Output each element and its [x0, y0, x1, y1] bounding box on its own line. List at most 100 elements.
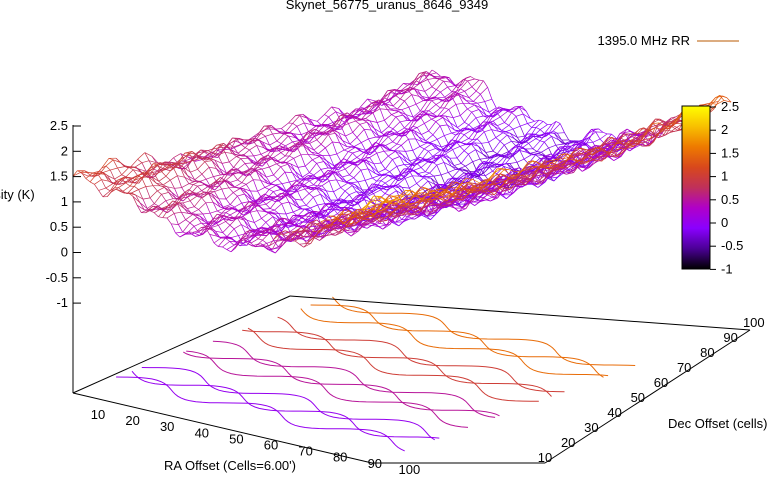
- mesh-segment: [388, 155, 393, 160]
- mesh-segment: [404, 164, 413, 177]
- mesh-segment: [589, 129, 595, 138]
- mesh-segment: [339, 142, 348, 148]
- mesh-segment: [138, 168, 147, 172]
- mesh-segment: [206, 220, 215, 231]
- mesh-segment: [422, 141, 431, 143]
- mesh-segment: [208, 167, 214, 177]
- mesh-segment: [205, 201, 214, 204]
- mesh-segment: [339, 176, 347, 183]
- mesh-segment: [268, 126, 276, 130]
- mesh-segment: [245, 202, 254, 209]
- mesh-segment: [421, 95, 430, 99]
- mesh-segment: [140, 171, 148, 178]
- mesh-segment: [401, 106, 409, 111]
- mesh-segment: [420, 82, 426, 92]
- mesh-segment: [338, 132, 346, 137]
- mesh-segment: [317, 147, 326, 155]
- mesh-segment: [214, 191, 220, 199]
- mesh-segment: [136, 205, 142, 213]
- mesh-segment: [400, 174, 406, 179]
- mesh-segment: [467, 142, 475, 145]
- mesh-segment: [335, 111, 341, 120]
- mesh-segment: [479, 79, 484, 82]
- mesh-segment: [246, 142, 254, 145]
- mesh-segment: [492, 141, 501, 152]
- mesh-segment: [312, 159, 317, 164]
- mesh-segment: [511, 106, 520, 113]
- mesh-segment: [311, 224, 317, 233]
- mesh-segment: [478, 146, 486, 153]
- mesh-segment: [144, 152, 153, 157]
- mesh-segment: [326, 172, 334, 181]
- mesh-segment: [329, 164, 337, 177]
- mesh-segment: [506, 109, 514, 113]
- mesh-segment: [175, 162, 184, 168]
- mesh-segment: [265, 136, 270, 146]
- mesh-segment: [269, 239, 275, 246]
- mesh-segment: [326, 160, 332, 168]
- mesh-segment: [414, 89, 423, 97]
- mesh-segment: [230, 179, 238, 183]
- mesh-segment: [472, 127, 481, 140]
- mesh-segment: [303, 122, 309, 132]
- mesh-segment: [247, 193, 255, 201]
- mesh-segment: [524, 127, 532, 137]
- mesh-segment: [128, 192, 136, 196]
- mesh-segment: [340, 187, 346, 192]
- mesh-segment: [134, 162, 143, 168]
- mesh-segment: [277, 145, 286, 152]
- mesh-segment: [455, 102, 464, 105]
- mesh-segment: [276, 147, 284, 149]
- mesh-segment: [299, 115, 308, 119]
- mesh-segment: [244, 163, 250, 170]
- surface-mesh: [72, 69, 732, 254]
- mesh-segment: [301, 199, 307, 206]
- mesh-segment: [395, 114, 404, 118]
- mesh-segment: [287, 164, 293, 173]
- mesh-segment: [463, 143, 472, 152]
- mesh-segment: [395, 150, 403, 156]
- mesh-segment: [122, 185, 131, 192]
- mesh-segment: [476, 131, 485, 140]
- mesh-segment: [266, 174, 274, 178]
- mesh-segment: [356, 137, 362, 143]
- mesh-segment: [188, 180, 197, 185]
- mesh-segment: [176, 203, 182, 213]
- mesh-segment: [542, 121, 548, 125]
- mesh-segment: [483, 131, 489, 143]
- mesh-segment: [376, 122, 382, 133]
- mesh-segment: [181, 183, 190, 188]
- mesh-segment: [101, 158, 110, 169]
- mesh-segment: [462, 178, 467, 184]
- mesh-segment: [320, 193, 328, 201]
- mesh-segment: [481, 143, 487, 153]
- mesh-segment: [464, 91, 470, 98]
- mesh-segment: [197, 184, 205, 187]
- mesh-segment: [177, 175, 185, 178]
- mesh-segment: [272, 145, 280, 149]
- mesh-segment: [407, 128, 415, 132]
- mesh-segment: [471, 143, 479, 147]
- mesh-segment: [249, 162, 257, 170]
- mesh-segment: [274, 209, 280, 214]
- mesh-segment: [192, 231, 200, 236]
- mesh-segment: [272, 132, 280, 135]
- mesh-segment: [528, 127, 537, 140]
- mesh-segment: [347, 182, 356, 185]
- mesh-segment: [372, 175, 380, 179]
- mesh-segment: [315, 128, 323, 135]
- mesh-segment: [188, 231, 196, 237]
- mesh-segment: [260, 154, 269, 159]
- mesh-segment: [450, 178, 456, 183]
- mesh-segment: [309, 172, 314, 176]
- mesh-segment: [256, 210, 262, 219]
- mesh-segment: [245, 210, 251, 213]
- mesh-segment: [385, 168, 390, 172]
- mesh-segment: [323, 191, 331, 201]
- mesh-segment: [329, 153, 337, 157]
- mesh-segment: [399, 121, 405, 129]
- mesh-segment: [101, 179, 107, 189]
- mesh-segment: [102, 190, 111, 198]
- mesh-segment: [471, 143, 476, 150]
- mesh-segment: [265, 133, 273, 137]
